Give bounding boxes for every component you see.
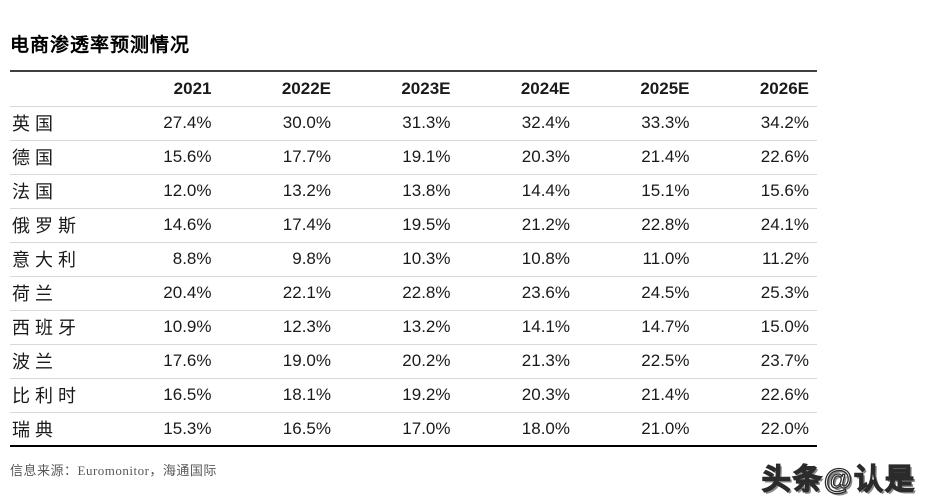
value-cell: 19.5% [402, 215, 451, 234]
value-cell: 13.2% [402, 317, 451, 336]
value-cell: 14.4% [521, 181, 570, 200]
value-cell: 23.7% [760, 351, 809, 370]
table-row: 意大利 8.8% 9.8% 10.3% 10.8% 11.0% 11.2% [10, 242, 817, 276]
value-cell: 15.1% [641, 181, 690, 200]
value-cell: 15.3% [163, 418, 212, 438]
value-cell: 12.0% [163, 181, 212, 200]
value-cell: 20.2% [402, 351, 451, 370]
value-cell: 24.5% [641, 283, 690, 302]
year-header: 2025E [640, 78, 690, 98]
value-cell: 17.7% [282, 147, 331, 166]
value-cell: 9.8% [292, 249, 331, 268]
value-cell: 34.2% [760, 113, 809, 132]
value-cell: 10.8% [521, 249, 570, 268]
value-cell: 18.0% [521, 418, 570, 438]
value-cell: 22.1% [282, 283, 331, 302]
value-cell: 14.1% [521, 317, 570, 336]
table-row: 瑞典 15.3% 16.5% 17.0% 18.0% 21.0% 22.0% [10, 412, 817, 446]
value-cell: 12.3% [282, 317, 331, 336]
value-cell: 11.2% [762, 249, 809, 268]
table-row: 法国 12.0% 13.2% 13.8% 14.4% 15.1% 15.6% [10, 174, 817, 208]
value-cell: 17.0% [402, 418, 451, 438]
value-cell: 17.6% [163, 351, 212, 370]
value-cell: 16.5% [163, 385, 212, 404]
value-cell: 15.6% [760, 181, 809, 200]
year-header: 2022E [281, 78, 331, 98]
value-cell: 22.8% [402, 283, 451, 302]
country-cell: 西班牙 [12, 318, 81, 338]
country-cell: 德国 [12, 148, 58, 168]
penetration-table: 2021 2022E 2023E 2024E 2025E 2026E 英国 27.4% 30.… [10, 70, 817, 447]
country-cell: 波兰 [12, 352, 58, 372]
value-cell: 22.6% [760, 385, 809, 404]
corner-cell [10, 71, 100, 106]
value-cell: 31.3% [402, 113, 451, 132]
value-cell: 11.0% [642, 249, 690, 268]
value-cell: 13.8% [402, 181, 451, 200]
page-title: 电商渗透率预测情况 [10, 35, 191, 56]
source-note: 信息来源：Euromonitor，海通国际 [10, 463, 217, 478]
value-cell: 19.0% [282, 351, 331, 370]
year-header: 2024E [520, 78, 570, 98]
value-cell: 23.6% [521, 283, 570, 302]
table-row: 英国 27.4% 30.0% 31.3% 32.4% 33.3% 34.2% [10, 106, 817, 140]
country-cell: 英国 [12, 114, 58, 134]
value-cell: 32.4% [521, 113, 570, 132]
country-cell: 荷兰 [12, 284, 58, 304]
value-cell: 20.3% [521, 147, 570, 166]
value-cell: 20.3% [521, 385, 570, 404]
value-cell: 15.0% [760, 317, 809, 336]
value-cell: 16.5% [282, 418, 331, 438]
value-cell: 22.8% [641, 215, 690, 234]
table-row: 比利时 16.5% 18.1% 19.2% 20.3% 21.4% 22.6% [10, 378, 817, 412]
value-cell: 19.1% [402, 147, 451, 166]
value-cell: 33.3% [641, 113, 690, 132]
value-cell: 25.3% [760, 283, 809, 302]
value-cell: 13.2% [282, 181, 331, 200]
country-cell: 俄罗斯 [12, 216, 81, 236]
value-cell: 10.9% [163, 317, 212, 336]
watermark: 头条@认是 [761, 463, 916, 496]
country-cell: 意大利 [12, 250, 81, 270]
table-header-row: 2021 2022E 2023E 2024E 2025E 2026E [10, 71, 817, 106]
country-cell: 比利时 [12, 386, 81, 406]
value-cell: 20.4% [163, 283, 212, 302]
value-cell: 10.3% [402, 249, 451, 268]
value-cell: 24.1% [760, 215, 809, 234]
table-row: 波兰 17.6% 19.0% 20.2% 21.3% 22.5% 23.7% [10, 344, 817, 378]
table-row: 荷兰 20.4% 22.1% 22.8% 23.6% 24.5% 25.3% [10, 276, 817, 310]
value-cell: 19.2% [402, 385, 451, 404]
value-cell: 21.2% [521, 215, 570, 234]
table-row: 西班牙 10.9% 12.3% 13.2% 14.1% 14.7% 15.0% [10, 310, 817, 344]
value-cell: 21.4% [641, 385, 690, 404]
value-cell: 21.0% [641, 418, 690, 438]
value-cell: 21.3% [521, 351, 570, 370]
year-header: 2023E [401, 78, 451, 98]
table-row: 德国 15.6% 17.7% 19.1% 20.3% 21.4% 22.6% [10, 140, 817, 174]
year-header: 2026E [759, 78, 809, 98]
table-row: 俄罗斯 14.6% 17.4% 19.5% 21.2% 22.8% 24.1% [10, 208, 817, 242]
value-cell: 22.5% [641, 351, 690, 370]
value-cell: 8.8% [172, 249, 212, 268]
value-cell: 14.6% [163, 215, 212, 234]
year-header: 2021 [173, 78, 212, 98]
country-cell: 瑞典 [12, 419, 58, 440]
value-cell: 18.1% [282, 385, 331, 404]
value-cell: 22.6% [760, 147, 809, 166]
value-cell: 22.0% [760, 418, 809, 438]
table-body: 英国 27.4% 30.0% 31.3% 32.4% 33.3% 34.2% 德国 15.6% 1… [10, 106, 817, 446]
value-cell: 30.0% [282, 113, 331, 132]
value-cell: 21.4% [641, 147, 690, 166]
value-cell: 15.6% [163, 147, 212, 166]
value-cell: 14.7% [641, 317, 690, 336]
value-cell: 17.4% [282, 215, 331, 234]
value-cell: 27.4% [163, 113, 212, 132]
country-cell: 法国 [12, 182, 58, 202]
